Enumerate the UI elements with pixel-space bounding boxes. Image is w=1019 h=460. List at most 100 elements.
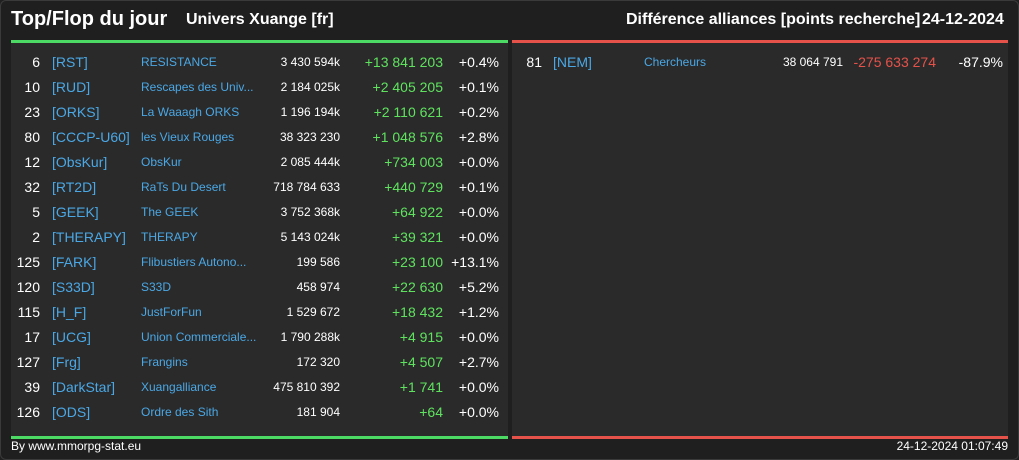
alliance-tag-link[interactable]: [ORKS] xyxy=(52,104,100,120)
alliance-diff: +2 110 621 xyxy=(373,104,443,120)
alliance-tag-link[interactable]: [RT2D] xyxy=(52,179,97,195)
alliance-name-link[interactable]: S33D xyxy=(141,280,172,294)
alliance-tag-link[interactable]: [CCCP-U60] xyxy=(52,129,130,145)
alliance-row: 115 [H_F] JustForFun 1 529 672 +18 432 +1.2% xyxy=(11,300,508,325)
alliance-name-link[interactable]: Ordre des Sith xyxy=(141,405,219,419)
alliance-name-link[interactable]: JustForFun xyxy=(141,305,202,319)
alliance-row: 5 [GEEK] The GEEK 3 752 368k +64 922 +0.0% xyxy=(11,200,508,225)
alliance-rank: 12 xyxy=(24,154,40,170)
alliance-tag-link[interactable]: [GEEK] xyxy=(52,204,99,220)
alliance-points: 1 196 194k xyxy=(280,105,340,119)
alliance-percent: +0.1% xyxy=(458,79,499,95)
alliance-row: 80 [CCCP-U60] les Vieux Rouges 38 323 230 +1… xyxy=(11,125,508,150)
alliance-points: 1 529 672 xyxy=(286,305,340,319)
alliance-points: 475 810 392 xyxy=(273,380,340,394)
alliance-percent: +0.0% xyxy=(458,379,499,395)
alliance-row: 126 [ODS] Ordre des Sith 181 904 +64 +0.0% xyxy=(11,400,508,425)
alliance-row: 39 [DarkStar] Xuangalliance 475 810 392 +1 7… xyxy=(11,375,508,400)
alliance-diff: +18 432 xyxy=(392,304,443,320)
alliance-tag-link[interactable]: [FARK] xyxy=(52,254,97,270)
alliance-diff: +734 003 xyxy=(384,154,443,170)
alliance-row: 127 [Frg] Frangins 172 320 +4 507 +2.7% xyxy=(11,350,508,375)
alliance-name-link[interactable]: RESISTANCE xyxy=(141,55,217,69)
alliance-rank: 23 xyxy=(24,104,40,120)
alliance-name-link[interactable]: THERAPY xyxy=(141,230,198,244)
alliance-diff: +64 922 xyxy=(392,204,443,220)
alliance-tag-link[interactable]: [ODS] xyxy=(52,404,91,420)
alliance-rank: 127 xyxy=(16,354,40,370)
alliance-diff: +1 048 576 xyxy=(372,129,443,145)
alliance-row: 125 [FARK] Flibustiers Autono... 199 586 +23… xyxy=(11,250,508,275)
alliance-tag-link[interactable]: [Frg] xyxy=(52,354,81,370)
report-date: 24-12-2024 xyxy=(922,11,1004,28)
alliance-points: 458 974 xyxy=(296,280,340,294)
alliance-rank: 115 xyxy=(17,304,40,320)
alliance-name-link[interactable]: Union Commerciale... xyxy=(141,330,257,344)
alliance-points: 5 143 024k xyxy=(280,230,340,244)
alliance-percent: +2.8% xyxy=(458,129,499,145)
alliance-name-link[interactable]: The GEEK xyxy=(141,205,199,219)
alliance-rank: 126 xyxy=(16,404,40,420)
alliance-name-link[interactable]: les Vieux Rouges xyxy=(141,130,235,144)
alliance-tag-link[interactable]: [H_F] xyxy=(52,304,87,320)
alliance-row: 2 [THERAPY] THERAPY 5 143 024k +39 321 +0.0% xyxy=(11,225,508,250)
alliance-name-link[interactable]: La Waaagh ORKS xyxy=(141,105,240,119)
alliance-name-link[interactable]: Rescapes des Univ... xyxy=(141,80,254,94)
alliance-percent: +0.0% xyxy=(458,154,499,170)
alliance-row: 6 [RST] RESISTANCE 3 430 594k +13 841 203 +0.… xyxy=(11,50,508,75)
alliance-points: 199 586 xyxy=(296,255,340,269)
alliance-percent: +2.7% xyxy=(458,354,499,370)
alliance-rank: 5 xyxy=(32,204,40,220)
alliance-percent: +0.0% xyxy=(458,329,499,345)
alliance-tag-link[interactable]: [UCG] xyxy=(52,329,91,345)
source-credit: By www.mmorpg-stat.eu xyxy=(11,439,142,453)
alliance-tag-link[interactable]: [DarkStar] xyxy=(52,379,116,395)
alliance-tag-link[interactable]: [RUD] xyxy=(52,79,91,95)
universe-subtitle: Univers Xuange [fr] xyxy=(186,11,334,28)
alliance-rank: 17 xyxy=(24,329,40,345)
alliance-points: 181 904 xyxy=(296,405,340,419)
alliance-percent: +1.2% xyxy=(458,304,499,320)
alliance-diff: +1 741 xyxy=(399,379,443,395)
alliance-percent: +0.0% xyxy=(458,404,499,420)
alliance-name-link[interactable]: ObsKur xyxy=(141,155,182,169)
alliance-percent: +0.4% xyxy=(458,54,499,70)
alliance-percent: +0.0% xyxy=(458,229,499,245)
alliance-tag-link[interactable]: [S33D] xyxy=(52,279,95,295)
alliance-rank: 6 xyxy=(32,54,40,70)
alliance-name-link[interactable]: Chercheurs xyxy=(644,55,707,69)
alliance-percent: -87.9% xyxy=(958,54,1003,70)
alliance-points: 3 752 368k xyxy=(280,205,340,219)
alliance-rank: 80 xyxy=(24,129,40,145)
alliance-name-link[interactable]: Frangins xyxy=(141,355,188,369)
alliance-rank: 125 xyxy=(16,254,40,270)
alliance-row: 17 [UCG] Union Commerciale... 1 790 288k +4 … xyxy=(11,325,508,350)
page-title: Top/Flop du jour xyxy=(11,8,168,30)
alliance-tag-link[interactable]: [ObsKur] xyxy=(52,154,108,170)
alliance-percent: +0.2% xyxy=(458,104,499,120)
alliance-name-link[interactable]: Xuangalliance xyxy=(141,380,217,394)
alliance-points: 38 064 791 xyxy=(782,55,843,69)
alliance-diff: +13 841 203 xyxy=(364,54,443,70)
alliance-points: 2 085 444k xyxy=(280,155,340,169)
alliance-row: 81 [NEM] Chercheurs 38 064 791 -275 633 274 -… xyxy=(512,50,1008,75)
alliance-rank: 120 xyxy=(16,279,40,295)
alliance-name-link[interactable]: RaTs Du Desert xyxy=(141,180,226,194)
alliance-tag-link[interactable]: [THERAPY] xyxy=(52,229,126,245)
alliance-diff: +22 630 xyxy=(392,279,443,295)
alliance-diff: +23 100 xyxy=(392,254,443,270)
alliance-points: 38 323 230 xyxy=(279,130,340,144)
alliance-row: 32 [RT2D] RaTs Du Desert 718 784 633 +440 72… xyxy=(11,175,508,200)
alliance-rank: 32 xyxy=(24,179,40,195)
header: Top/Flop du jour Univers Xuange [fr] Dif… xyxy=(0,0,1019,40)
alliance-tag-link[interactable]: [NEM] xyxy=(553,54,592,70)
alliance-diff: +440 729 xyxy=(384,179,443,195)
alliance-diff: +64 xyxy=(419,404,443,420)
alliance-diff: +2 405 205 xyxy=(372,79,443,95)
alliance-rank: 81 xyxy=(526,54,542,70)
alliance-points: 172 320 xyxy=(296,355,340,369)
alliance-diff: -275 633 274 xyxy=(853,54,936,70)
alliance-tag-link[interactable]: [RST] xyxy=(52,54,88,70)
alliance-rank: 10 xyxy=(24,79,40,95)
alliance-name-link[interactable]: Flibustiers Autono... xyxy=(141,255,247,269)
